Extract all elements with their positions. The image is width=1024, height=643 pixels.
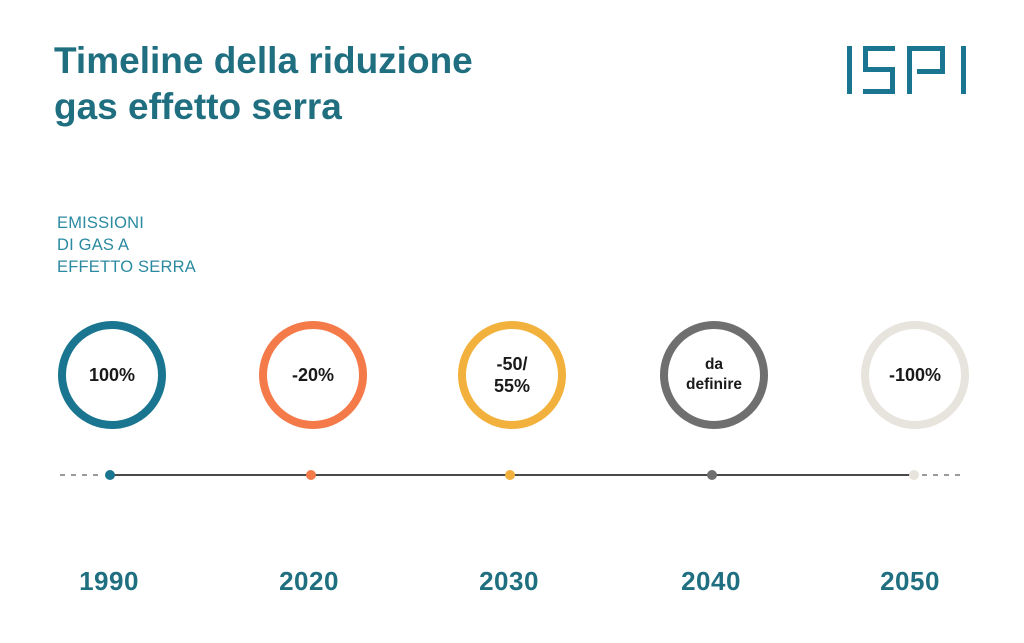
title-line-1: Timeline della riduzione: [54, 40, 473, 81]
timeline-dot-2040: [707, 470, 717, 480]
emissions-label: EMISSIONI DI GAS A EFFETTO SERRA: [57, 212, 196, 278]
emissions-label-line-1: EMISSIONI: [57, 214, 145, 232]
timeline-dot-1990: [105, 470, 115, 480]
year-label-2030: 2030: [479, 566, 539, 596]
timeline-dot-2050: [909, 470, 919, 480]
year-label-2040: 2040: [681, 566, 741, 596]
ispi-logo: ISPI: [845, 44, 971, 96]
milestone-value-1990: 100%: [88, 365, 136, 385]
milestone-circle-2030: -50/ 55%: [458, 321, 566, 429]
timeline-axis: [60, 470, 966, 480]
milestone-circle-2040: da definire: [660, 321, 768, 429]
timeline-dot-2020: [306, 470, 316, 480]
milestone-circle-1990: 100%: [58, 321, 166, 429]
milestone-value-2030: -50/ 55%: [493, 354, 531, 396]
milestone-circle-2050: -100%: [861, 321, 969, 429]
year-label-2050: 2050: [880, 566, 940, 596]
emissions-label-line-3: EFFETTO SERRA: [57, 258, 196, 276]
emissions-label-line-2: DI GAS A: [57, 236, 130, 254]
page-title: Timeline della riduzione gas effetto ser…: [54, 38, 473, 130]
year-label-2020: 2020: [279, 566, 339, 596]
ispi-logo-mark: [847, 46, 966, 94]
milestone-value-2040: da definire: [686, 356, 742, 393]
milestone-value-2050: -100%: [888, 365, 942, 385]
milestone-value-2020: -20%: [291, 365, 335, 385]
timeline-dot-2030: [505, 470, 515, 480]
title-line-2: gas effetto serra: [54, 86, 342, 127]
milestone-circle-2020: -20%: [259, 321, 367, 429]
year-label-1990: 1990: [79, 566, 139, 596]
